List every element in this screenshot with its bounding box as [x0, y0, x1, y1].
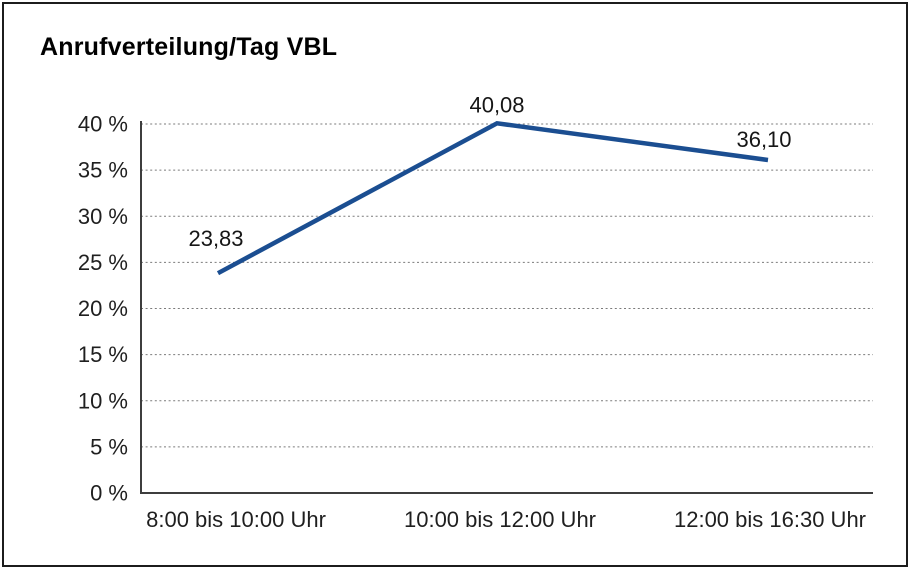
x-axis-tick-label: 8:00 bis 10:00 Uhr [146, 507, 326, 532]
y-axis-tick-label: 25 % [78, 250, 128, 275]
y-axis-tick-label: 0 % [90, 481, 128, 506]
y-axis-tick-label: 35 % [78, 158, 128, 183]
data-label: 36,10 [736, 127, 791, 152]
data-label: 23,83 [188, 226, 243, 251]
y-axis-tick-label: 20 % [78, 296, 128, 321]
y-axis-tick-label: 15 % [78, 342, 128, 367]
x-axis-tick-label: 10:00 bis 12:00 Uhr [404, 507, 596, 532]
data-label: 40,08 [469, 92, 524, 117]
y-axis-tick-label: 30 % [78, 204, 128, 229]
chart-title: Anrufverteilung/Tag VBL [40, 33, 338, 61]
x-axis-tick-label: 12:00 bis 16:30 Uhr [674, 507, 866, 532]
y-axis-tick-label: 5 % [90, 434, 128, 459]
data-line [216, 120, 769, 276]
y-axis-tick-label: 40 % [78, 112, 128, 137]
y-axis-tick-label: 10 % [78, 388, 128, 413]
